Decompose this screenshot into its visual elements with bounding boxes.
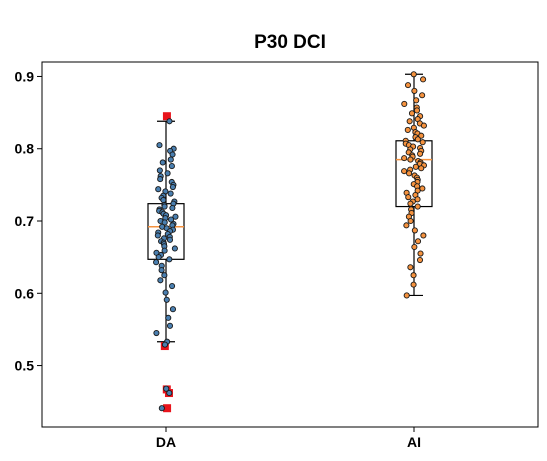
iqr-box (395, 140, 433, 208)
data-point (169, 306, 177, 313)
data-point (155, 254, 162, 261)
data-point (158, 267, 165, 274)
data-point (167, 190, 174, 197)
chart-title: P30 DCI (254, 32, 326, 53)
data-point (155, 186, 162, 193)
data-point (172, 213, 179, 220)
data-point (161, 203, 168, 210)
data-point (403, 292, 410, 299)
data-point (412, 163, 419, 170)
data-point (419, 92, 426, 99)
data-point (163, 385, 170, 392)
data-point (161, 247, 168, 254)
data-point (419, 139, 426, 146)
outlier-marker (163, 404, 172, 413)
data-point (166, 118, 173, 125)
data-point (404, 126, 411, 133)
data-point (161, 272, 168, 279)
x-category-label: DA (156, 434, 176, 450)
data-point (411, 243, 418, 251)
x-axis: DA AI (156, 427, 421, 450)
data-point (169, 283, 176, 290)
y-tick-label: 0.9 (15, 68, 35, 84)
y-tick-label: 0.6 (15, 285, 35, 301)
data-point (417, 150, 424, 157)
box-group-da (147, 112, 185, 413)
data-point (410, 281, 417, 288)
data-point (414, 238, 422, 245)
data-point (420, 76, 427, 83)
data-point (405, 194, 412, 201)
data-point (417, 250, 424, 257)
data-point (407, 200, 414, 207)
data-point (168, 163, 175, 170)
data-point (171, 245, 178, 252)
data-point (157, 176, 164, 183)
y-tick-label: 0.8 (15, 141, 35, 157)
data-point (401, 100, 408, 107)
data-point (406, 170, 413, 177)
data-point (169, 183, 176, 191)
data-point (420, 232, 427, 239)
data-point (404, 82, 412, 89)
data-point (169, 151, 176, 158)
data-point (407, 217, 414, 225)
box-group-ai (395, 71, 433, 299)
data-point (153, 259, 160, 266)
data-point (410, 71, 417, 78)
data-point (414, 203, 421, 210)
data-point (161, 341, 169, 348)
data-point (403, 222, 410, 229)
data-point (169, 204, 176, 212)
y-tick-label: 0.7 (15, 213, 35, 229)
data-point (156, 142, 163, 149)
data-point (414, 136, 421, 143)
data-point (408, 110, 416, 117)
data-point (401, 168, 408, 175)
x-category-label: AI (407, 434, 421, 450)
data-point (166, 256, 173, 263)
data-point (165, 314, 172, 321)
data-point (407, 156, 414, 163)
y-tick-label: 0.5 (15, 358, 35, 374)
y-axis: 0.5 0.6 0.7 0.8 0.9 (15, 68, 42, 374)
data-point (401, 155, 408, 162)
data-point (159, 159, 166, 166)
data-point (406, 118, 413, 125)
outlier-marker (162, 112, 171, 121)
data-point (156, 167, 163, 174)
data-point (416, 256, 424, 264)
data-point (161, 219, 168, 226)
data-point (420, 122, 427, 129)
data-point (154, 232, 161, 239)
data-point (418, 165, 425, 172)
data-point (166, 389, 173, 397)
data-point (158, 405, 165, 412)
data-point (411, 227, 418, 234)
data-point (413, 97, 420, 104)
data-point (413, 107, 421, 114)
data-point (166, 322, 174, 329)
data-point (162, 289, 169, 296)
data-point (166, 236, 174, 243)
data-point (167, 156, 174, 163)
plot-frame (41, 61, 539, 428)
data-point (164, 170, 171, 177)
data-point (418, 132, 425, 139)
data-point (407, 264, 414, 271)
data-point (160, 196, 167, 204)
data-point (157, 277, 164, 284)
plot-area (147, 71, 433, 413)
data-point (411, 87, 418, 94)
data-point (153, 329, 160, 337)
data-point (163, 296, 170, 303)
data-point (410, 272, 417, 279)
